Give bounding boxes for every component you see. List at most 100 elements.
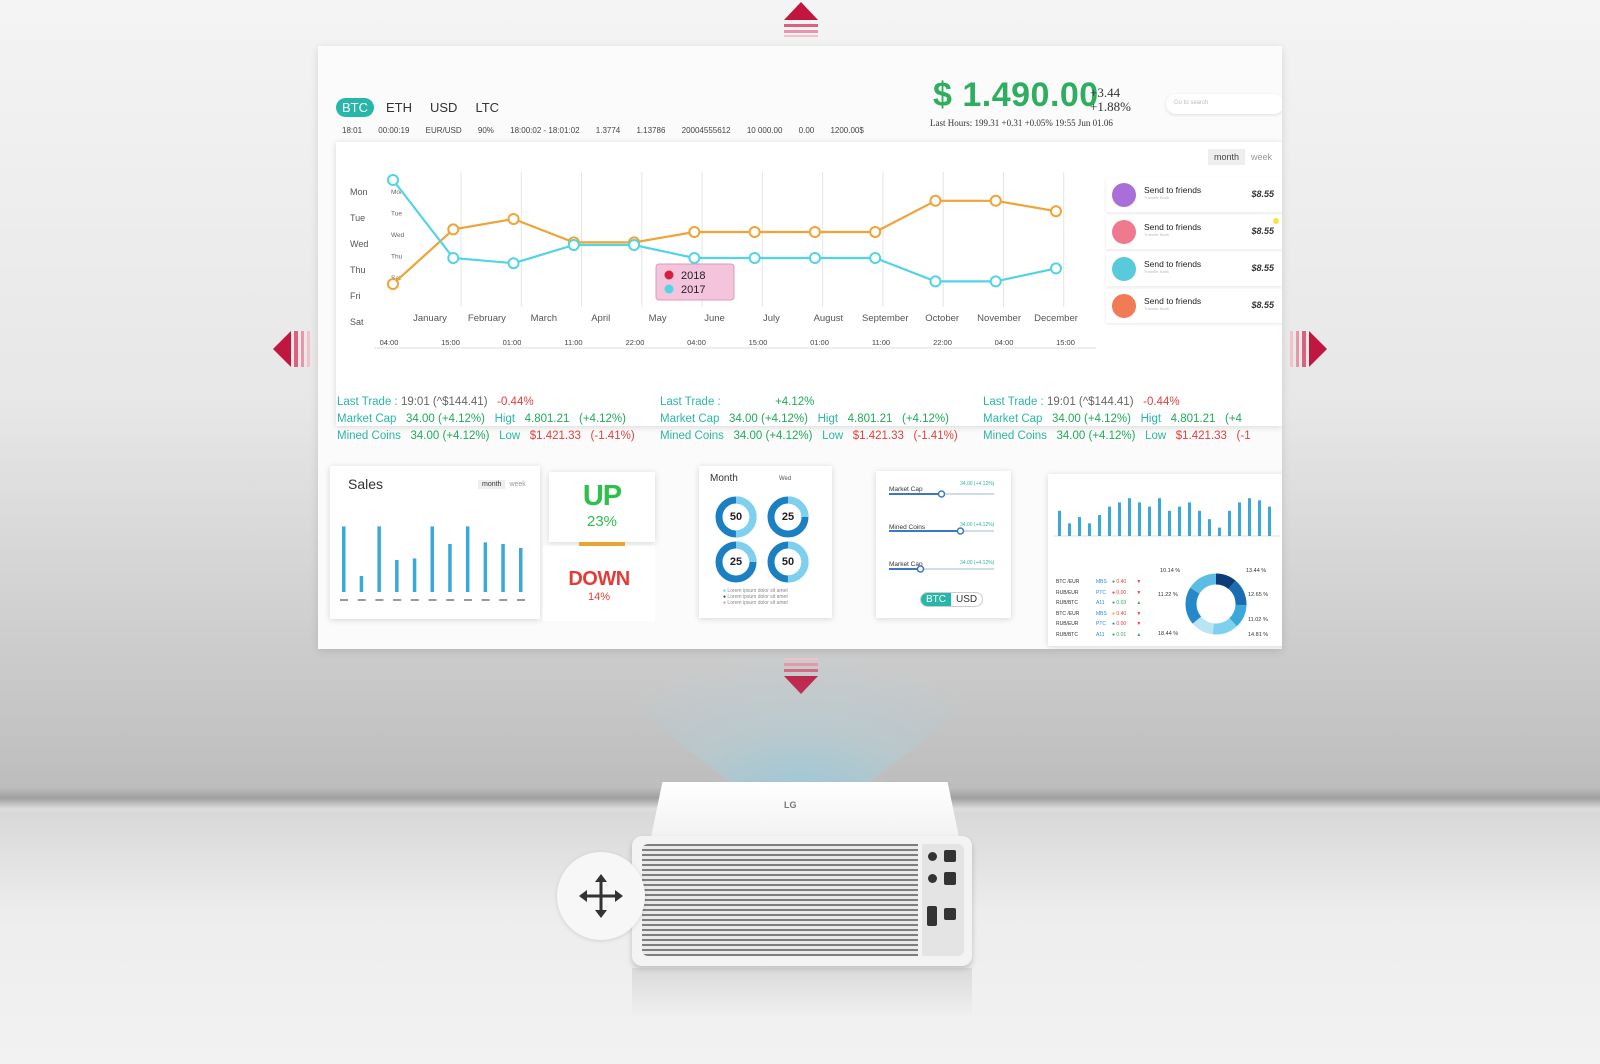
sales-toggle-week[interactable]: week	[509, 481, 526, 488]
toggle-month[interactable]: month	[1208, 149, 1246, 165]
pair-code: PTC	[1096, 621, 1106, 627]
sales-bar	[519, 548, 523, 592]
vga-port-icon	[927, 906, 937, 926]
ticker-item: EUR/USD	[425, 126, 462, 135]
series-line-2018	[392, 199, 1057, 285]
send-item[interactable]: Send to friends Transfer Bank $8.55	[1106, 178, 1282, 212]
down-pct: 14%	[587, 591, 611, 603]
mined-value: 34.00 (+4.12%)	[410, 430, 490, 442]
ticker-item: 1200.00$	[830, 126, 864, 135]
mini-bar	[1068, 523, 1071, 536]
toggle-week[interactable]: week	[1251, 152, 1273, 162]
tab-usd[interactable]: USD	[430, 100, 458, 115]
mini-bar	[1178, 506, 1181, 536]
hdmi-port-icon	[944, 872, 956, 885]
search-input[interactable]: Go to search	[1166, 94, 1282, 114]
tab-ltc[interactable]: LTC	[475, 100, 500, 115]
last-trade-value: 19:01 (^$144.41)	[1046, 396, 1134, 408]
send-item[interactable]: Send to friends Transfer Bank $8.55	[1106, 215, 1282, 249]
audio-port-icon	[928, 852, 937, 861]
sales-tick	[393, 599, 402, 601]
time-tick: 01:00	[810, 338, 829, 347]
mini-bar	[1258, 500, 1261, 536]
mini-bar-chart	[1054, 498, 1280, 537]
donut-slice	[1185, 573, 1247, 635]
pair-val: 0.00	[1116, 589, 1127, 596]
pill-usd[interactable]: USD	[956, 594, 978, 605]
low-label: Low	[1145, 430, 1167, 442]
sales-bar	[395, 560, 399, 592]
tab-eth[interactable]: ETH	[386, 100, 412, 115]
power-port-icon	[928, 874, 937, 883]
delta-abs: +3.44	[1090, 85, 1121, 100]
market-cap-label: Market Cap	[983, 413, 1043, 425]
arrow-left-icon[interactable]	[273, 331, 311, 367]
mini-bar	[1218, 527, 1221, 536]
data-point	[748, 226, 761, 238]
slider-label: Mined Coins	[889, 524, 926, 531]
month-title: Month	[710, 473, 738, 484]
data-point	[989, 275, 1002, 288]
pair-row: RUB/BTC A11 ● 0.01 ▲	[1056, 631, 1142, 638]
last-trade-value: 19:01 (^$144.41)	[400, 396, 488, 408]
last-trade-label: Last Trade :	[337, 396, 398, 408]
pair-table: BTC /EUR MBS ● 0.40 ▼ RUB/EUR PTC ● 0.00 ▼ RUB…	[1056, 579, 1141, 642]
pair-code: MBS	[1096, 610, 1107, 617]
sales-bar	[377, 526, 381, 592]
mini-bar	[1108, 506, 1111, 536]
slider-label: Market Cap	[889, 486, 923, 493]
send-label: Send to friends	[1144, 185, 1202, 195]
projector-vent	[642, 844, 918, 956]
slider-tracks[interactable]	[876, 471, 1011, 581]
move-arrows-icon	[579, 874, 623, 918]
up-bar	[579, 542, 625, 546]
tab-btc[interactable]: BTC	[336, 98, 374, 117]
move-button[interactable]	[557, 852, 645, 940]
sales-toggle-month[interactable]: month	[478, 480, 506, 489]
donut-label: 18.44 %	[1158, 631, 1179, 637]
ring-center	[777, 551, 799, 573]
last-trade-pct: -0.44%	[1143, 396, 1180, 408]
down-card: DOWN 14%	[543, 546, 655, 621]
arrow-right-icon[interactable]	[1289, 331, 1327, 367]
pair-code: MBS	[1096, 579, 1107, 585]
data-point	[748, 252, 761, 264]
price-delta: +3.44 +1.88%	[1090, 86, 1131, 114]
high-label: Higt	[494, 413, 516, 425]
sales-toggle: month week	[478, 480, 530, 489]
ring-label: 50	[729, 511, 743, 523]
series-line-2017	[392, 179, 1057, 283]
sales-bar	[483, 542, 488, 592]
low-value: $1.421.33	[529, 430, 581, 442]
time-tick: 04:00	[995, 338, 1014, 347]
send-item[interactable]: Send to friends Transfer Bank $8.55	[1106, 252, 1282, 286]
send-label: Send to friends	[1144, 259, 1202, 269]
pill-btc[interactable]: BTC	[921, 593, 951, 606]
mini-bar	[1088, 523, 1091, 536]
send-avatar-icon	[1112, 294, 1136, 318]
x-axis-label: August	[814, 313, 844, 324]
send-item[interactable]: Send to friends Transfer Bank $8.55	[1106, 289, 1282, 323]
y-axis-label: Wed	[350, 239, 368, 249]
currency-pill[interactable]: BTC USD	[920, 592, 984, 607]
usb-port-icon	[944, 850, 956, 862]
x-axis-label: January	[413, 313, 447, 324]
pair-row: BTC /EUR MBS ● 0.40 ▼	[1056, 610, 1142, 617]
ticker-item: 1.13786	[636, 126, 666, 135]
high-label: Higt	[1140, 413, 1162, 425]
data-point	[507, 257, 520, 270]
donut-label: 12.65 %	[1248, 592, 1269, 598]
mined-label: Mined Coins	[660, 430, 724, 442]
arrow-up-icon[interactable]	[784, 2, 818, 38]
ring-center	[777, 506, 799, 528]
legend-box	[655, 263, 735, 301]
sales-bar	[430, 526, 434, 592]
slider-value: 34.00 (+4.12%)	[960, 481, 995, 487]
ring-legend: ● Lorem ipsum dolor sit amet ● Lorem ips…	[723, 588, 788, 606]
donut-slice	[1185, 573, 1247, 635]
send-amount: $8.55	[1251, 263, 1274, 273]
mini-bar	[1188, 502, 1191, 536]
pair-val: 0.00	[1116, 621, 1127, 627]
up-pct: 23%	[586, 513, 618, 530]
last-trade-label: Last Trade :	[983, 396, 1044, 408]
